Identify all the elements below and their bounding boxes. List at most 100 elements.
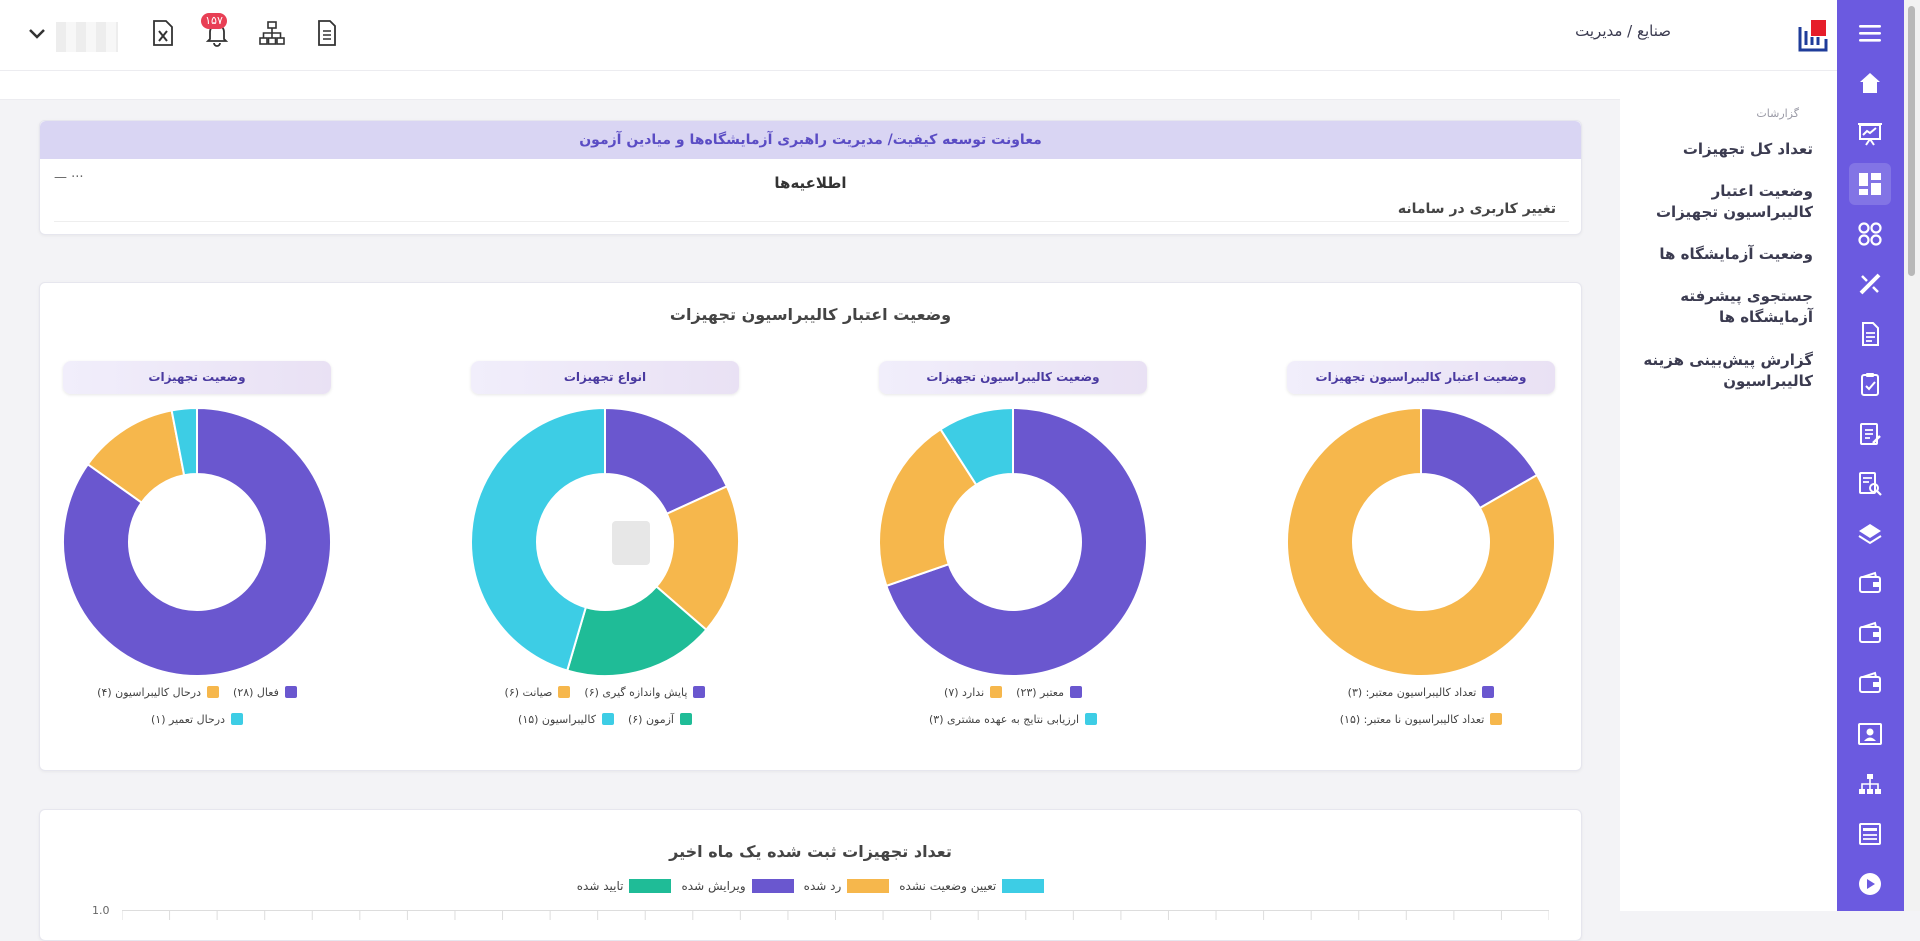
notices-header: معاونت توسعه کیفیت/ مدیریت راهبری آزمایش… [40, 121, 1581, 159]
legend-item[interactable]: ویرایش شده [681, 879, 794, 893]
legend-item[interactable]: فعال (۲۸) [233, 686, 297, 699]
legend-item[interactable]: تایید شده [577, 879, 672, 893]
wallet-icon[interactable] [1857, 621, 1883, 647]
notices-more-link[interactable]: — ··· [54, 170, 84, 185]
tools-icon[interactable] [1857, 271, 1883, 297]
reports-sidebar: گزارشات تعداد کل تجهیزات وضعیت اعتبار کا… [1620, 71, 1837, 911]
equipment-status-donut [62, 407, 332, 677]
legend-label: ندارد (۷) [944, 686, 985, 699]
user-name-blurred[interactable] [56, 22, 118, 52]
legend-swatch [1085, 713, 1098, 725]
donut-slice[interactable] [885, 407, 1148, 677]
monthly-chart-legend: تعیین وضعیت نشده رد شده ویرایش شده تایید شد… [40, 879, 1581, 893]
legend-swatch [751, 879, 794, 893]
donut-slice[interactable] [470, 407, 606, 672]
legend-item[interactable]: ندارد (۷) [944, 686, 1003, 699]
chart-title-chip: وضعیت کالیبراسیون تجهیزات [879, 361, 1147, 394]
breadcrumb: صنایع / مدیریت [1575, 22, 1671, 40]
legend-swatch [847, 879, 890, 893]
legend-item[interactable]: درحال تعمیر (۱) [151, 713, 243, 726]
monthly-chart-title: تعداد تجهیزات ثبت شده یک ماه اخیر [669, 842, 952, 861]
chevron-down-icon[interactable] [28, 27, 46, 41]
legend-swatch [284, 686, 297, 698]
top-bar: ۱۵۷ صنایع / مدیریت [0, 0, 1837, 71]
calibration-status-donut [878, 407, 1148, 677]
excel-file-icon[interactable] [149, 19, 177, 47]
home-icon[interactable] [1857, 70, 1883, 96]
wallet-icon[interactable] [1857, 571, 1883, 597]
page-scrollbar[interactable] [1904, 0, 1920, 911]
legend-item[interactable]: ارزیابی نتایج به عهده مشتری (۳) [929, 713, 1098, 726]
dashboard-icon[interactable] [1849, 163, 1891, 205]
legend-group: فعال (۲۸) درحال کالیبراسیون (۴) درحال تعمی… [63, 686, 331, 736]
legend-item[interactable]: آزمون (۶) [628, 713, 692, 726]
legend-label: معتبر (۲۳) [1016, 686, 1064, 699]
legend-item[interactable]: صیانت (۶) [505, 686, 571, 699]
calibration-charts-card: وضعیت اعتبار کالیبراسیون تجهیزات وضعیت ا… [39, 282, 1582, 771]
legend-group: پایش واندازه گیری (۶) صیانت (۶) آزمون (۶) ک… [471, 686, 739, 736]
legend-label: پایش واندازه گیری (۶) [584, 686, 688, 699]
notice-item[interactable]: تغییر کاربری در سامانه [1397, 201, 1556, 217]
legend-group: معتبر (۲۳) ندارد (۷) ارزیابی نتایج به عهده… [879, 686, 1147, 736]
legend-item[interactable]: درحال کالیبراسیون (۴) [97, 686, 220, 699]
scrollbar-thumb[interactable] [1908, 6, 1915, 276]
donut-slice[interactable] [878, 427, 978, 588]
toolbar-strip [0, 71, 1620, 100]
legend-row: تعداد کالیبراسیون معتبر: (۳) [1287, 686, 1555, 699]
donut-slice[interactable] [1286, 407, 1556, 677]
legend-label: تایید شده [576, 879, 624, 893]
x-grid-ticks [122, 910, 1549, 920]
legend-item[interactable]: رد شده [804, 879, 890, 893]
legend-item[interactable]: تعیین وضعیت نشده [899, 879, 1045, 893]
sidebar-item-calibration-validity[interactable]: وضعیت اعتبار کالیبراسیون تجهیزات [1655, 182, 1813, 221]
legend-label: فعال (۲۸) [233, 686, 279, 699]
monthly-registrations-card: تعداد تجهیزات ثبت شده یک ماه اخیر تعیین … [39, 809, 1582, 941]
legend-label: کالیبراسیون (۱۵) [518, 713, 596, 726]
id-card-icon[interactable] [1857, 721, 1883, 747]
legend-label: درحال تعمیر (۱) [151, 713, 225, 726]
calibration-card-title: وضعیت اعتبار کالیبراسیون تجهیزات [669, 305, 952, 324]
legend-row: ارزیابی نتایج به عهده مشتری (۳) [879, 713, 1147, 726]
legend-item[interactable]: تعداد کالیبراسیون نا معتبر: (۱۵) [1340, 713, 1503, 726]
legend-swatch [1482, 686, 1495, 698]
legend-swatch [558, 686, 571, 698]
legend-row: فعال (۲۸) درحال کالیبراسیون (۴) [63, 686, 331, 699]
legend-swatch [990, 686, 1003, 698]
donut-slice[interactable] [62, 407, 332, 677]
notification-badge: ۱۵۷ [201, 13, 227, 29]
wallet-icon[interactable] [1857, 671, 1883, 697]
legend-swatch [207, 686, 220, 698]
notices-card: معاونت توسعه کیفیت/ مدیریت راهبری آزمایش… [39, 120, 1582, 235]
sidebar-item-cost-forecast[interactable]: گزارش پیش‌بینی هزینه کالیبراسیون [1643, 351, 1813, 390]
sidebar-item-lab-status[interactable]: وضعیت آزمایشگاه ها [1659, 245, 1813, 263]
sitemap-icon[interactable] [1857, 771, 1883, 797]
legend-swatch [679, 713, 692, 725]
circles-icon[interactable] [1857, 221, 1883, 247]
document-icon[interactable] [1857, 321, 1883, 347]
layers-icon[interactable] [1857, 521, 1883, 547]
legend-label: تعداد کالیبراسیون نا معتبر: (۱۵) [1339, 713, 1485, 726]
legend-item[interactable]: معتبر (۲۳) [1016, 686, 1082, 699]
menu-icon[interactable] [1857, 20, 1883, 46]
donut-slice[interactable] [939, 407, 1014, 487]
legend-row: درحال تعمیر (۱) [63, 713, 331, 726]
edit-list-icon[interactable] [1857, 421, 1883, 447]
document-icon[interactable] [313, 19, 341, 47]
legend-swatch [1069, 686, 1082, 698]
legend-swatch [693, 686, 706, 698]
chart-title-chip: وضعیت اعتبار کالیبراسیون تجهیزات [1287, 361, 1555, 394]
sidebar-item-total-equipment[interactable]: تعداد کل تجهیزات [1682, 140, 1813, 158]
sidebar-item-advanced-search[interactable]: جستجوی پیشرفته آزمایشگاه ها [1680, 287, 1813, 326]
legend-item[interactable]: کالیبراسیون (۱۵) [518, 713, 614, 726]
document-search-icon[interactable] [1857, 471, 1883, 497]
sidebar-section-label: گزارشات [1756, 107, 1799, 120]
legend-item[interactable]: تعداد کالیبراسیون معتبر: (۳) [1348, 686, 1495, 699]
legend-row: معتبر (۲۳) ندارد (۷) [879, 686, 1147, 699]
clipboard-check-icon[interactable] [1857, 371, 1883, 397]
newspaper-icon[interactable] [1857, 821, 1883, 847]
donut-slice[interactable] [170, 407, 198, 477]
play-circle-icon[interactable] [1857, 871, 1883, 897]
presentation-chart-icon[interactable] [1857, 120, 1883, 146]
sitemap-icon[interactable] [258, 19, 286, 47]
legend-item[interactable]: پایش واندازه گیری (۶) [584, 686, 706, 699]
